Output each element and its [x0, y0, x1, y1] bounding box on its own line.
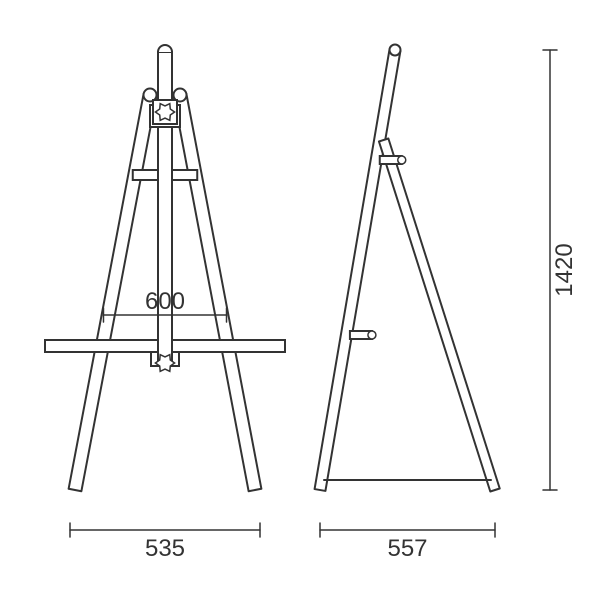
side-view: [315, 45, 500, 492]
dim-label-535: 535: [145, 535, 185, 562]
dim-label-1420: 1420: [551, 243, 578, 296]
dim-label-557: 557: [387, 535, 427, 562]
dim-label-600: 600: [145, 288, 185, 315]
